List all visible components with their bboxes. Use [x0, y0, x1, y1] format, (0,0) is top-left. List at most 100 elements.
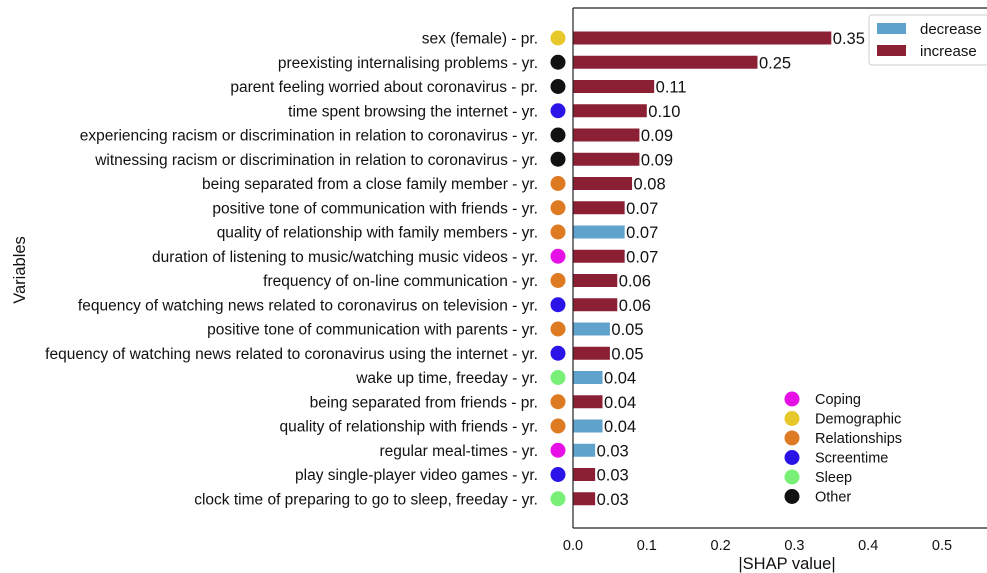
- bar-8: [573, 201, 625, 215]
- variable-label-3: parent feeling worried about coronavirus…: [230, 79, 538, 96]
- variable-label-1: sex (female) - pr.: [422, 31, 538, 48]
- group-dot-7: [550, 176, 566, 191]
- bar-12: [573, 298, 618, 312]
- group-dot-11: [550, 273, 566, 288]
- bar-7: [573, 177, 633, 190]
- variable-label-6: witnessing racism or discrimination in r…: [94, 152, 538, 169]
- value-label-3: 0.11: [656, 79, 687, 97]
- variable-labels-group: sex (female) - pr. preexisting internalis…: [45, 31, 538, 509]
- group-dot-6: [550, 151, 566, 167]
- value-label-11: 0.06: [619, 273, 651, 291]
- variable-label-15: wake up time, freeday - yr.: [355, 370, 538, 387]
- group-legend-label-demographic: Demographic: [815, 412, 901, 428]
- group-legend-dot-coping: [784, 391, 800, 407]
- x-axis-label: |SHAP value|: [738, 555, 835, 573]
- group-legend-label-screentime: Screentime: [815, 451, 888, 467]
- variable-label-2: preexisting internalising problems - yr.: [278, 55, 538, 72]
- bar-6: [573, 152, 640, 166]
- legend-label-decrease: decrease: [920, 21, 982, 38]
- bar-16: [573, 395, 603, 409]
- bar-10: [573, 249, 625, 263]
- value-label-4: 0.10: [648, 103, 680, 121]
- variable-label-8: positive tone of communication with frie…: [212, 200, 538, 217]
- value-label-12: 0.06: [619, 297, 651, 315]
- group-legend-label-sleep: Sleep: [815, 470, 852, 486]
- bar-3: [573, 80, 655, 93]
- bars-group: [573, 31, 832, 506]
- group-legend-label-relationships: Relationships: [815, 431, 902, 447]
- group-legend-dot-other: [784, 489, 800, 504]
- bar-15: [573, 371, 603, 384]
- value-label-20: 0.03: [597, 491, 629, 509]
- group-dots-group: [550, 30, 566, 507]
- variable-label-14: fequency of watching news related to cor…: [45, 346, 538, 363]
- value-label-2: 0.25: [759, 54, 791, 72]
- x-tick-label-1: 0.0: [563, 538, 583, 554]
- bar-4: [573, 104, 647, 118]
- group-dot-8: [550, 200, 566, 216]
- variable-label-10: duration of listening to music/watching …: [152, 249, 538, 266]
- group-dot-20: [550, 491, 566, 507]
- group-dot-13: [550, 321, 566, 337]
- group-dot-2: [550, 54, 566, 70]
- x-tick-label-3: 0.2: [711, 538, 731, 554]
- bar-13: [573, 322, 610, 336]
- value-label-17: 0.04: [604, 418, 636, 436]
- value-label-7: 0.08: [634, 176, 666, 194]
- variable-label-16: being separated from friends - pr.: [310, 394, 538, 411]
- legend-swatch-increase: [877, 45, 906, 56]
- bar-18: [573, 443, 596, 457]
- value-label-15: 0.04: [604, 370, 636, 388]
- group-legend-label-other: Other: [815, 490, 851, 506]
- group-dot-18: [550, 442, 566, 458]
- legend-swatch-decrease: [877, 23, 906, 34]
- variable-label-13: positive tone of communication with pare…: [207, 322, 538, 339]
- group-legend-dot-screentime: [784, 450, 800, 465]
- bar-9: [573, 225, 625, 239]
- value-labels-group: 0.35 0.25 0.11 0.10 0.09 0.09 0.08 0.07 0.07 0.07…: [597, 30, 865, 509]
- group-dot-12: [550, 297, 566, 313]
- group-legend-label-coping: Coping: [815, 392, 861, 408]
- value-label-10: 0.07: [626, 248, 658, 266]
- y-axis-label: Variables: [11, 236, 29, 304]
- value-label-13: 0.05: [611, 321, 643, 339]
- series-legend: decrease increase: [868, 14, 987, 66]
- value-label-1: 0.35: [833, 30, 865, 48]
- value-label-8: 0.07: [626, 200, 658, 218]
- x-tick-label-4: 0.3: [784, 538, 804, 554]
- value-label-5: 0.09: [641, 127, 673, 145]
- group-dot-5: [550, 127, 566, 143]
- variable-label-7: being separated from a close family memb…: [202, 176, 538, 193]
- bar-20: [573, 492, 596, 506]
- bar-1: [573, 31, 832, 45]
- bar-11: [573, 274, 618, 287]
- bar-14: [573, 346, 610, 360]
- group-dot-4: [550, 103, 566, 119]
- group-dot-15: [550, 370, 566, 385]
- group-dot-10: [550, 248, 566, 264]
- group-dot-14: [550, 345, 566, 361]
- bar-5: [573, 128, 640, 142]
- variable-label-12: fequency of watching news related to cor…: [78, 297, 538, 314]
- legend-label-increase: increase: [920, 43, 977, 60]
- variable-label-5: experiencing racism or discrimination in…: [80, 128, 538, 145]
- axes-group: 0.0 0.1 0.2 0.3 0.4 0.5: [563, 7, 987, 554]
- bar-2: [573, 55, 758, 69]
- variable-label-11: frequency of on-line communication - yr.: [263, 273, 538, 290]
- bar-17: [573, 419, 603, 433]
- x-tick-label-2: 0.1: [637, 538, 657, 554]
- value-label-9: 0.07: [626, 224, 658, 242]
- value-label-19: 0.03: [597, 467, 629, 485]
- variable-label-17: quality of relationship with friends - y…: [280, 419, 538, 436]
- value-label-14: 0.05: [611, 345, 643, 363]
- group-dot-19: [550, 467, 566, 482]
- group-legend: Coping Demographic Relationships Screentime…: [784, 391, 902, 506]
- x-tick-label-6: 0.5: [932, 538, 952, 554]
- value-label-18: 0.03: [597, 442, 629, 460]
- value-label-6: 0.09: [641, 151, 673, 169]
- group-dot-17: [550, 418, 566, 434]
- group-legend-dot-relationships: [784, 430, 800, 446]
- value-label-16: 0.04: [604, 394, 636, 412]
- group-dot-3: [550, 79, 566, 94]
